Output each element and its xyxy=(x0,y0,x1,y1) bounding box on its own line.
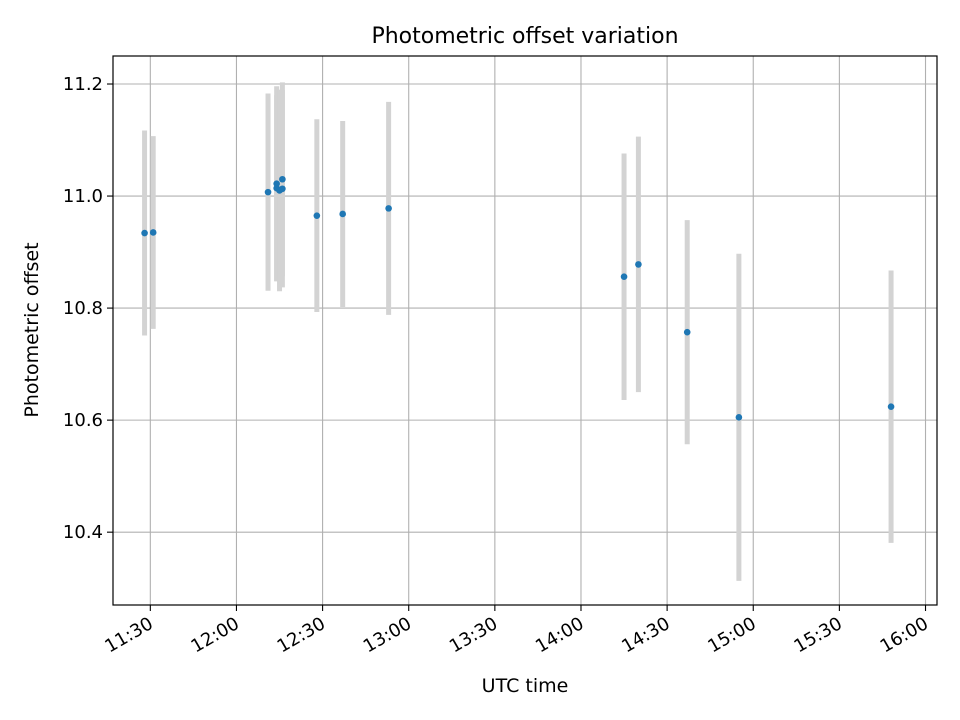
data-point xyxy=(141,229,148,237)
y-tick-label: 10.4 xyxy=(63,522,103,543)
data-point xyxy=(264,188,272,196)
data-point xyxy=(385,205,392,212)
y-tick-label: 10.8 xyxy=(63,298,103,319)
grid-lines xyxy=(113,56,937,605)
data-point xyxy=(279,185,286,193)
data-point xyxy=(887,403,895,410)
plot-area-background xyxy=(113,56,937,605)
y-tick-label: 10.6 xyxy=(63,410,103,431)
data-points xyxy=(141,175,895,421)
y-axis-label: Photometric offset xyxy=(21,242,43,417)
y-tick-label: 11.0 xyxy=(63,186,103,207)
plot-area-frame xyxy=(112,55,938,606)
data-point xyxy=(635,261,642,268)
data-point xyxy=(735,414,743,421)
data-point xyxy=(149,229,157,236)
data-point xyxy=(279,175,286,183)
data-point xyxy=(339,210,346,218)
data-point xyxy=(313,212,321,219)
y-tick-label: 11.2 xyxy=(63,74,103,95)
x-axis-label: UTC time xyxy=(482,675,569,697)
data-point xyxy=(620,273,628,281)
chart-title: Photometric offset variation xyxy=(371,24,678,49)
data-point xyxy=(683,328,691,336)
